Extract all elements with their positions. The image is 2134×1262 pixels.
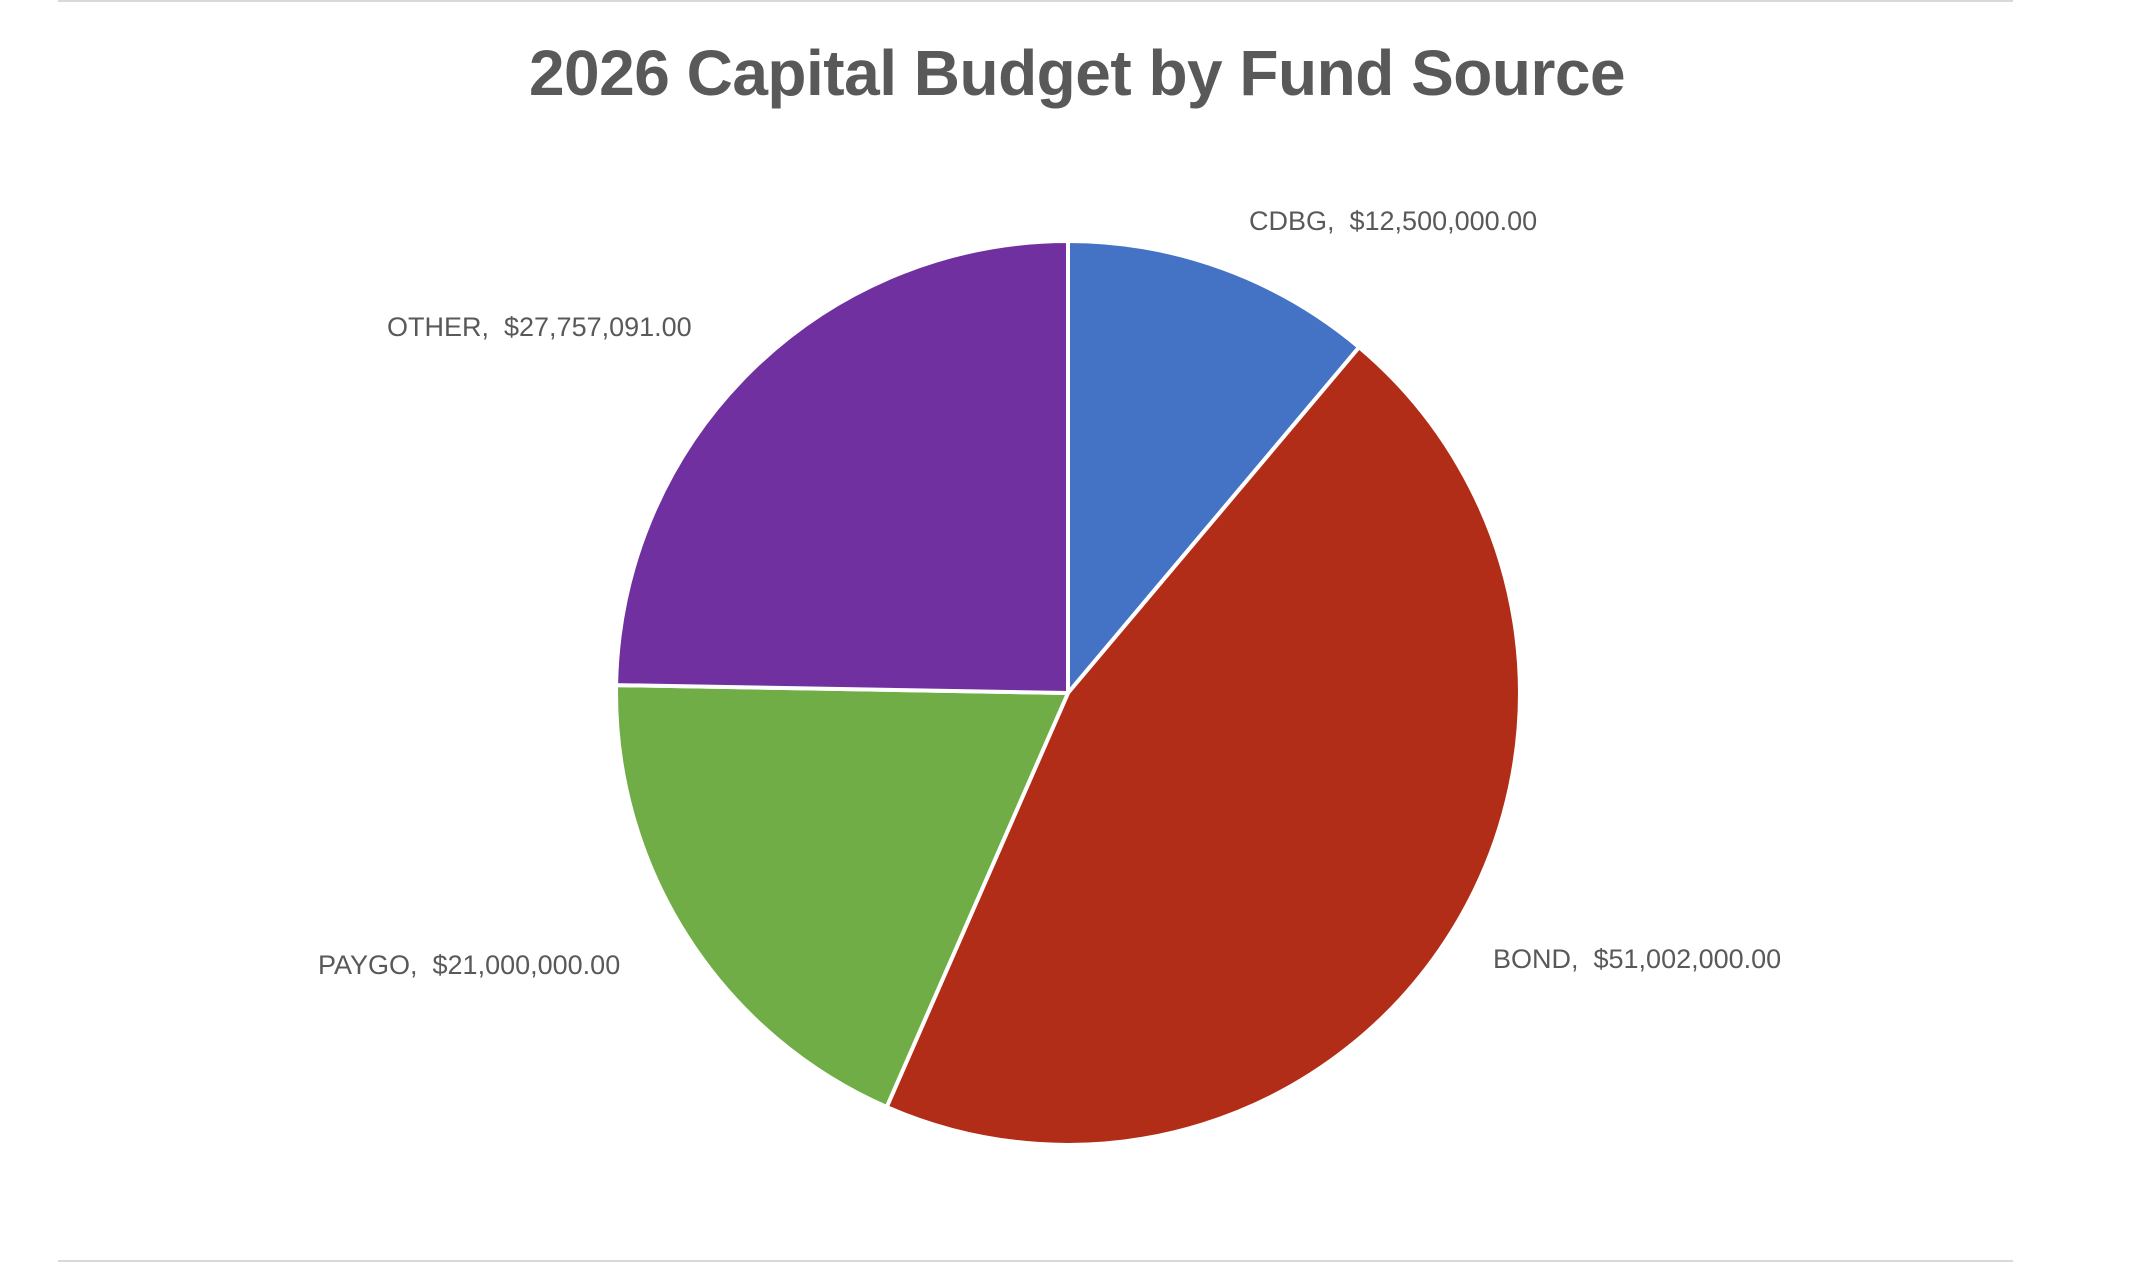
data-label-cdbg: CDBG, $12,500,000.00: [1249, 206, 1538, 236]
chart-border-top: [58, 0, 2013, 2]
pie-slice-other[interactable]: [614, 239, 1070, 695]
pie-slice-paygo[interactable]: [614, 683, 1070, 1109]
pie-slice-bond[interactable]: [884, 345, 1522, 1147]
chart-border-bottom: [58, 1260, 2013, 1262]
chart-title: 2026 Capital Budget by Fund Source: [528, 37, 1626, 109]
pie-slice-cdbg[interactable]: [1066, 239, 1362, 695]
data-label-bond: BOND, $51,002,000.00: [1493, 944, 1782, 974]
data-label-other: OTHER, $27,757,091.00: [387, 312, 692, 342]
data-label-paygo: PAYGO, $21,000,000.00: [318, 950, 621, 980]
